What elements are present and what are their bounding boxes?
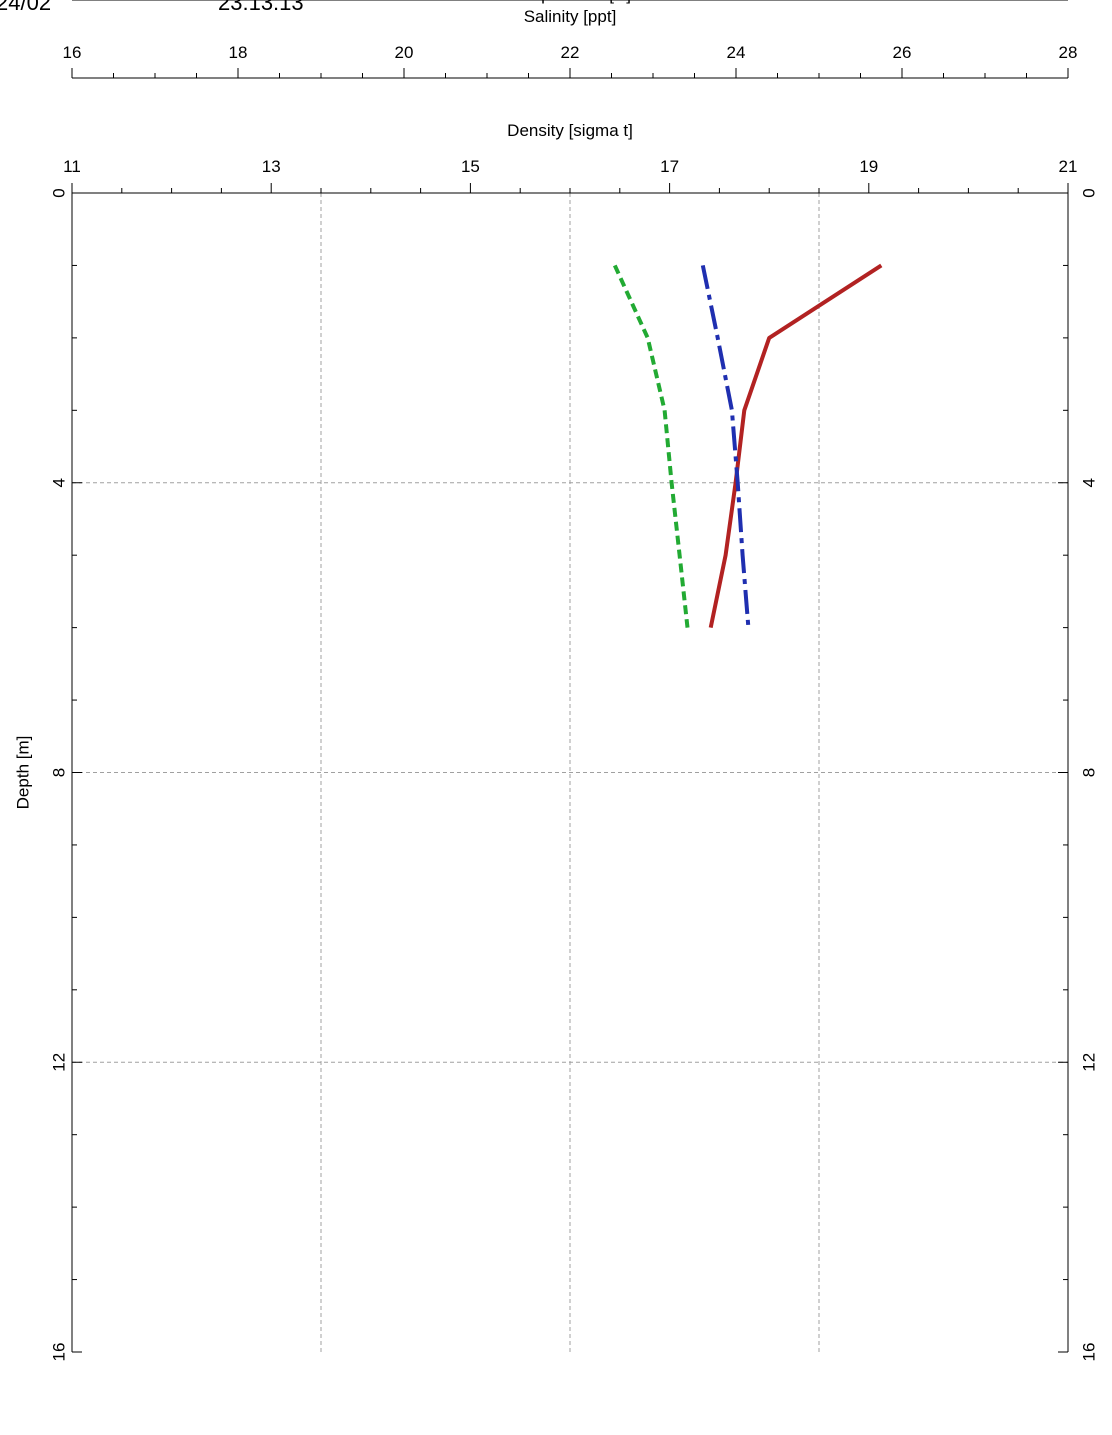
temperature-tick-label: 12 — [63, 0, 82, 4]
depth-tick-label-right: 0 — [1079, 188, 1098, 197]
depth-tick-label-left: 8 — [49, 768, 68, 777]
temperature-tick-label: 14 — [312, 0, 331, 4]
density-series-line — [612, 264, 690, 628]
grid-lines — [72, 193, 1068, 1352]
depth-tick-label-right: 4 — [1079, 478, 1098, 487]
temperature-axis-title: Temperature [C] — [509, 0, 631, 4]
depth-tick-label-left: 16 — [49, 1343, 68, 1362]
temperature-tick-label: 20 — [1059, 0, 1078, 4]
salinity-tick-label: 18 — [229, 43, 248, 62]
density-tick-label: 17 — [660, 157, 679, 176]
density-tick-label: 19 — [859, 157, 878, 176]
depth-tick-label-right: 12 — [1079, 1053, 1098, 1072]
density-tick-label: 13 — [262, 157, 281, 176]
density-axis-title: Density [sigma t] — [507, 121, 633, 140]
depth-tick-label-left: 4 — [49, 478, 68, 487]
data-series — [612, 263, 883, 629]
salinity-tick-label: 20 — [395, 43, 414, 62]
salinity-tick-label: 26 — [893, 43, 912, 62]
density-tick-label: 21 — [1059, 157, 1078, 176]
salinity-series-line — [700, 264, 751, 628]
salinity-tick-label: 22 — [561, 43, 580, 62]
density-tick-label: 11 — [63, 157, 81, 176]
depth-tick-label-right: 8 — [1079, 768, 1098, 777]
depth-tick-label-left: 0 — [49, 188, 68, 197]
depth-tick-label-right: 16 — [1079, 1343, 1098, 1362]
density-tick-label: 15 — [461, 157, 480, 176]
salinity-tick-label: 16 — [63, 43, 82, 62]
temperature-tick-label: 18 — [810, 0, 829, 4]
depth-axis-title: Depth [m] — [13, 736, 32, 810]
temperature-series-line — [708, 263, 883, 629]
salinity-tick-label: 24 — [727, 43, 746, 62]
temperature-tick-label: 16 — [561, 0, 580, 4]
depth-tick-label-left: 12 — [49, 1053, 68, 1072]
header-time: 23:13:13 — [218, 0, 304, 15]
salinity-axis-title: Salinity [ppt] — [524, 7, 617, 26]
header-date: 24/02 — [0, 0, 51, 15]
salinity-tick-label: 28 — [1059, 43, 1078, 62]
axes: 12 14 16 18 20 Temperature [C] 11 13 15 17 19 21 Den… — [13, 0, 1098, 1361]
